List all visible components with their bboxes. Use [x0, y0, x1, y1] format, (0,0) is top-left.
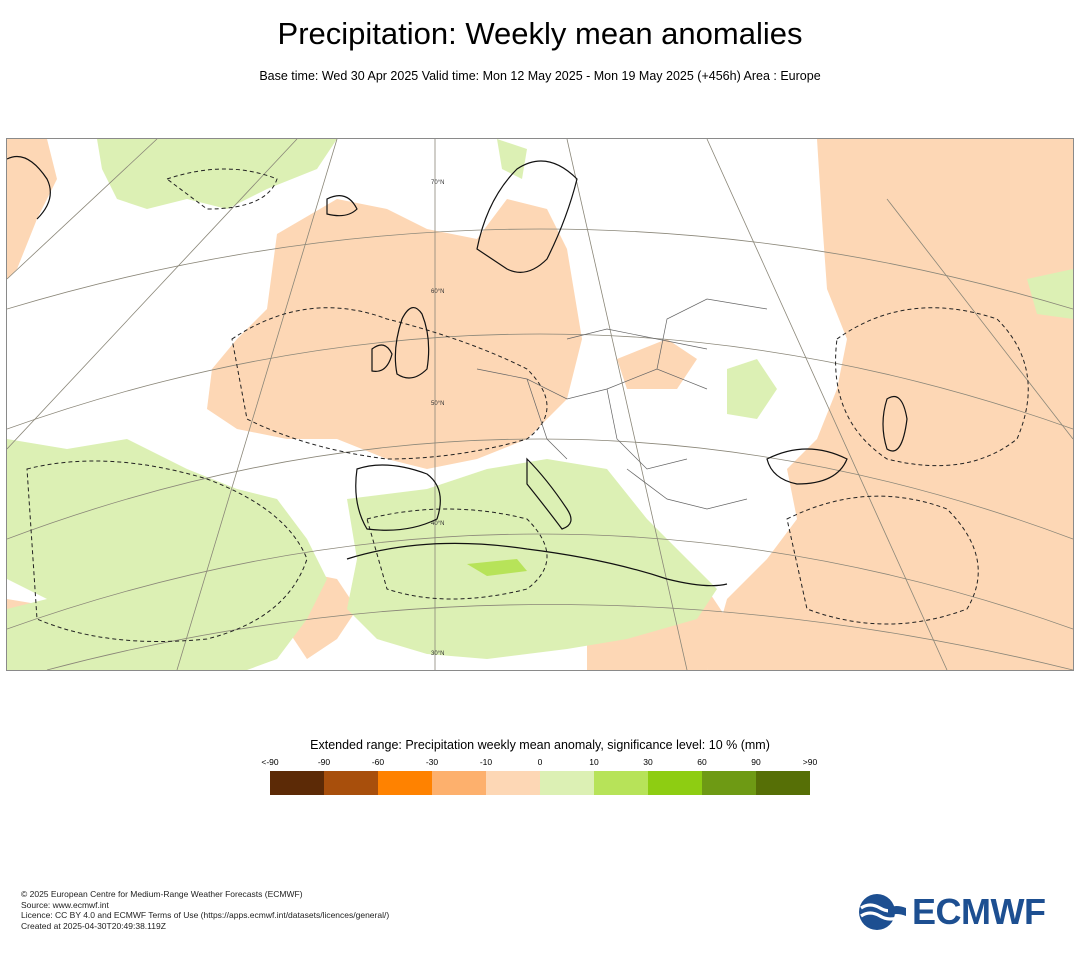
coast-italy [526, 457, 572, 530]
chart-subtitle: Base time: Wed 30 Apr 2025 Valid time: M… [259, 69, 821, 83]
legend-swatch [486, 771, 540, 795]
footer-created: Created at 2025-04-30T20:49:38.119Z [21, 920, 166, 931]
legend-tick: >90 [802, 757, 818, 767]
legend-tick: 10 [589, 757, 599, 767]
ecmwf-emblem-icon [859, 894, 906, 930]
anomaly-region-sahara-strong [467, 559, 527, 576]
ecmwf-logo: ECMWF [858, 893, 1063, 931]
coast-black-sea [766, 448, 848, 485]
lat-label-40: 40°N [431, 521, 444, 527]
footer: © 2025 European Centre for Medium-Range … [21, 889, 389, 931]
legend-swatch [270, 771, 324, 795]
legend-swatch [378, 771, 432, 795]
lat-label-60: 60°N [431, 289, 444, 295]
coast-britain [394, 307, 430, 379]
negative-anomaly-regions [7, 139, 1073, 670]
anomaly-region-north-atlantic [207, 199, 582, 469]
significance-contours [26, 168, 1029, 642]
legend-tick: <-90 [261, 757, 279, 767]
coast-iceland [326, 195, 358, 217]
footer-source: Source: www.ecmwf.int [21, 899, 109, 910]
footer-copyright: © 2025 European Centre for Medium-Range … [21, 889, 303, 899]
legend-color-bar [270, 771, 810, 795]
anomaly-region-east-patch [1027, 269, 1073, 319]
lat-label-30: 30°N [431, 651, 444, 657]
legend-tick: 90 [751, 757, 761, 767]
lat-label-50: 50°N [431, 401, 444, 407]
coast-caspian [882, 395, 908, 452]
anomaly-region-mediterranean [347, 459, 717, 659]
anomaly-region-greenland [97, 139, 337, 209]
precipitation-anomaly-map: 70°N 60°N 50°N 40°N 30°N [6, 138, 1074, 671]
legend-swatch [432, 771, 486, 795]
legend-swatch [324, 771, 378, 795]
legend-swatch [648, 771, 702, 795]
country-borders [476, 298, 768, 510]
footer-licence: Licence: CC BY 4.0 and ECMWF Terms of Us… [21, 910, 390, 921]
legend-title: Extended range: Precipitation weekly mea… [310, 738, 770, 752]
legend-swatch [540, 771, 594, 795]
legend-tick: -60 [371, 757, 385, 767]
legend-tick: -10 [479, 757, 493, 767]
anomaly-region-east [707, 139, 1073, 670]
anomaly-region-subtropical-atlantic [7, 439, 327, 670]
anomaly-region-scandinavia-patch [497, 139, 527, 179]
coast-north-africa [346, 542, 728, 587]
coastlines [7, 155, 908, 587]
graticule [7, 139, 1073, 670]
legend-tick: 0 [537, 757, 543, 767]
legend-tick: 30 [643, 757, 653, 767]
coast-iberia [355, 464, 441, 531]
coast-ireland [371, 344, 393, 372]
anomaly-region-central-europe-patch [727, 359, 777, 419]
coast-scandinavia [476, 160, 578, 273]
legend-tick: -90 [317, 757, 331, 767]
coast-greenland [7, 155, 51, 220]
anomaly-region-atlantic-west [7, 139, 57, 279]
legend-tick: 60 [697, 757, 707, 767]
legend-tick: -30 [425, 757, 439, 767]
legend-swatch [594, 771, 648, 795]
chart-title: Precipitation: Weekly mean anomalies [277, 16, 803, 51]
anomaly-region-eastern-europe-patch [617, 339, 697, 389]
legend-ticks: <-90 -90 -60 -30 -10 0 10 30 60 90 >90 [261, 757, 817, 769]
legend-swatch [756, 771, 810, 795]
logo-text: ECMWF [912, 891, 1046, 932]
lat-label-70: 70°N [431, 180, 444, 186]
legend-swatch [702, 771, 756, 795]
